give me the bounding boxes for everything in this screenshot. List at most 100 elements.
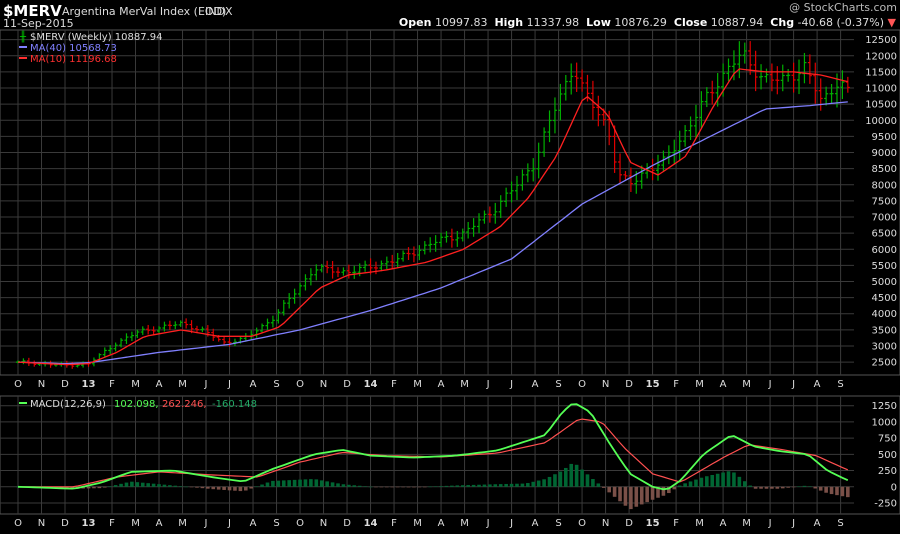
macd-legend: MACD(12,26,9) 102.098, 262.246, -160.148 xyxy=(19,399,257,410)
price-bar xyxy=(292,288,297,304)
x-tick-label: M xyxy=(460,379,469,390)
price-bar xyxy=(791,62,796,93)
histogram-bar xyxy=(81,486,85,489)
y-tick-label: 0 xyxy=(891,482,897,493)
price-bar xyxy=(314,264,319,281)
ma10-line xyxy=(17,68,848,366)
price-bar xyxy=(444,231,449,243)
histogram-bar xyxy=(797,486,801,487)
histogram-bar xyxy=(184,486,188,488)
x-tick-label: N xyxy=(38,379,45,390)
price-bar xyxy=(531,158,536,182)
signal-legend-value: 262.246, xyxy=(162,399,207,410)
x-tick-label: F xyxy=(391,518,397,529)
price-bar xyxy=(840,70,845,100)
price-bar xyxy=(482,210,487,224)
y-tick-label: 10000 xyxy=(865,116,897,127)
y-tick-label: 12000 xyxy=(865,51,897,62)
histogram-bar xyxy=(563,467,568,487)
y-tick-label: 9500 xyxy=(872,132,897,143)
histogram-bar xyxy=(330,482,335,487)
y-tick-label: -250 xyxy=(874,498,897,509)
histogram-bar xyxy=(645,486,649,503)
macd-legend-value: 102.098, xyxy=(114,399,159,410)
histogram-bar xyxy=(265,482,270,487)
price-bar xyxy=(504,187,509,207)
y-tick-label: 12500 xyxy=(865,35,897,46)
price-legend-icon: ╫ xyxy=(19,30,27,43)
histogram-bar xyxy=(477,484,481,487)
x-tick-label: 14 xyxy=(364,518,378,529)
x-tick-label: A xyxy=(156,518,163,529)
x-tick-label: A xyxy=(438,518,445,529)
histogram-bar xyxy=(422,486,427,488)
close-value: 10887.94 xyxy=(710,16,764,29)
x-tick-label: J xyxy=(486,518,490,529)
histogram-bar xyxy=(428,486,433,488)
price-bar xyxy=(352,265,357,279)
price-bar xyxy=(140,326,145,335)
price-bar xyxy=(487,206,492,223)
y-tick-label: 7000 xyxy=(872,213,897,224)
histogram-bar xyxy=(829,486,834,495)
x-tick-label: D xyxy=(61,379,69,390)
histogram-bar xyxy=(634,486,639,507)
x-tick-label: A xyxy=(156,379,163,390)
x-tick-label: O xyxy=(578,379,586,390)
histogram-bar xyxy=(450,485,454,487)
histogram-bar xyxy=(325,481,329,487)
histogram-bar xyxy=(775,486,780,489)
x-tick-label: O xyxy=(14,518,22,529)
histogram-bar xyxy=(287,480,291,487)
x-tick-label: O xyxy=(296,379,304,390)
x-tick-label: A xyxy=(532,379,539,390)
histogram-bar xyxy=(808,486,812,487)
histogram-bar xyxy=(178,486,183,487)
price-bar xyxy=(119,338,124,348)
histogram-bar xyxy=(742,481,747,487)
y-tick-label: 4500 xyxy=(872,293,897,304)
histogram-bar xyxy=(401,486,405,488)
histogram-bar xyxy=(102,486,107,488)
x-tick-label: M xyxy=(460,518,469,529)
histogram-bar xyxy=(824,486,828,493)
price-bar xyxy=(298,282,303,297)
x-tick-label: 15 xyxy=(646,518,660,529)
price-bar xyxy=(379,260,384,272)
x-tick-label: A xyxy=(250,518,257,529)
price-bar xyxy=(222,336,227,345)
histogram-bar xyxy=(303,479,308,487)
price-bar xyxy=(325,260,330,274)
x-tick-label: F xyxy=(673,518,679,529)
histogram-bar xyxy=(439,486,443,487)
price-bar xyxy=(520,169,525,191)
y-tick-label: 9000 xyxy=(872,148,897,159)
price-bar xyxy=(373,261,378,275)
histogram-bar xyxy=(688,481,693,487)
y-tick-label: 7500 xyxy=(872,196,897,207)
x-tick-label: N xyxy=(320,518,327,529)
histogram-bar xyxy=(639,486,644,505)
price-bar xyxy=(287,293,292,309)
price-bar xyxy=(466,221,471,239)
price-legend: ╫ $MERV (Weekly) 10887.94 MA(40) 10568.7… xyxy=(19,30,163,65)
price-bar xyxy=(786,69,791,82)
histogram-bar xyxy=(569,463,574,487)
x-tick-label: 13 xyxy=(82,518,96,529)
price-bar xyxy=(797,59,802,95)
histogram-bar xyxy=(363,486,367,487)
price-bar xyxy=(759,64,764,90)
price-bar xyxy=(428,237,433,253)
price-bar xyxy=(455,230,460,247)
price-bar xyxy=(525,163,530,183)
histogram-bar xyxy=(113,485,118,487)
x-tick-label: M xyxy=(695,379,704,390)
histogram-bar xyxy=(526,483,530,487)
price-bar xyxy=(281,299,286,316)
price-bar xyxy=(21,358,26,365)
histogram-bar xyxy=(243,486,248,491)
price-bar xyxy=(775,66,780,95)
x-tick-label: D xyxy=(343,379,351,390)
price-bar xyxy=(813,62,818,104)
histogram-bar xyxy=(406,486,411,488)
